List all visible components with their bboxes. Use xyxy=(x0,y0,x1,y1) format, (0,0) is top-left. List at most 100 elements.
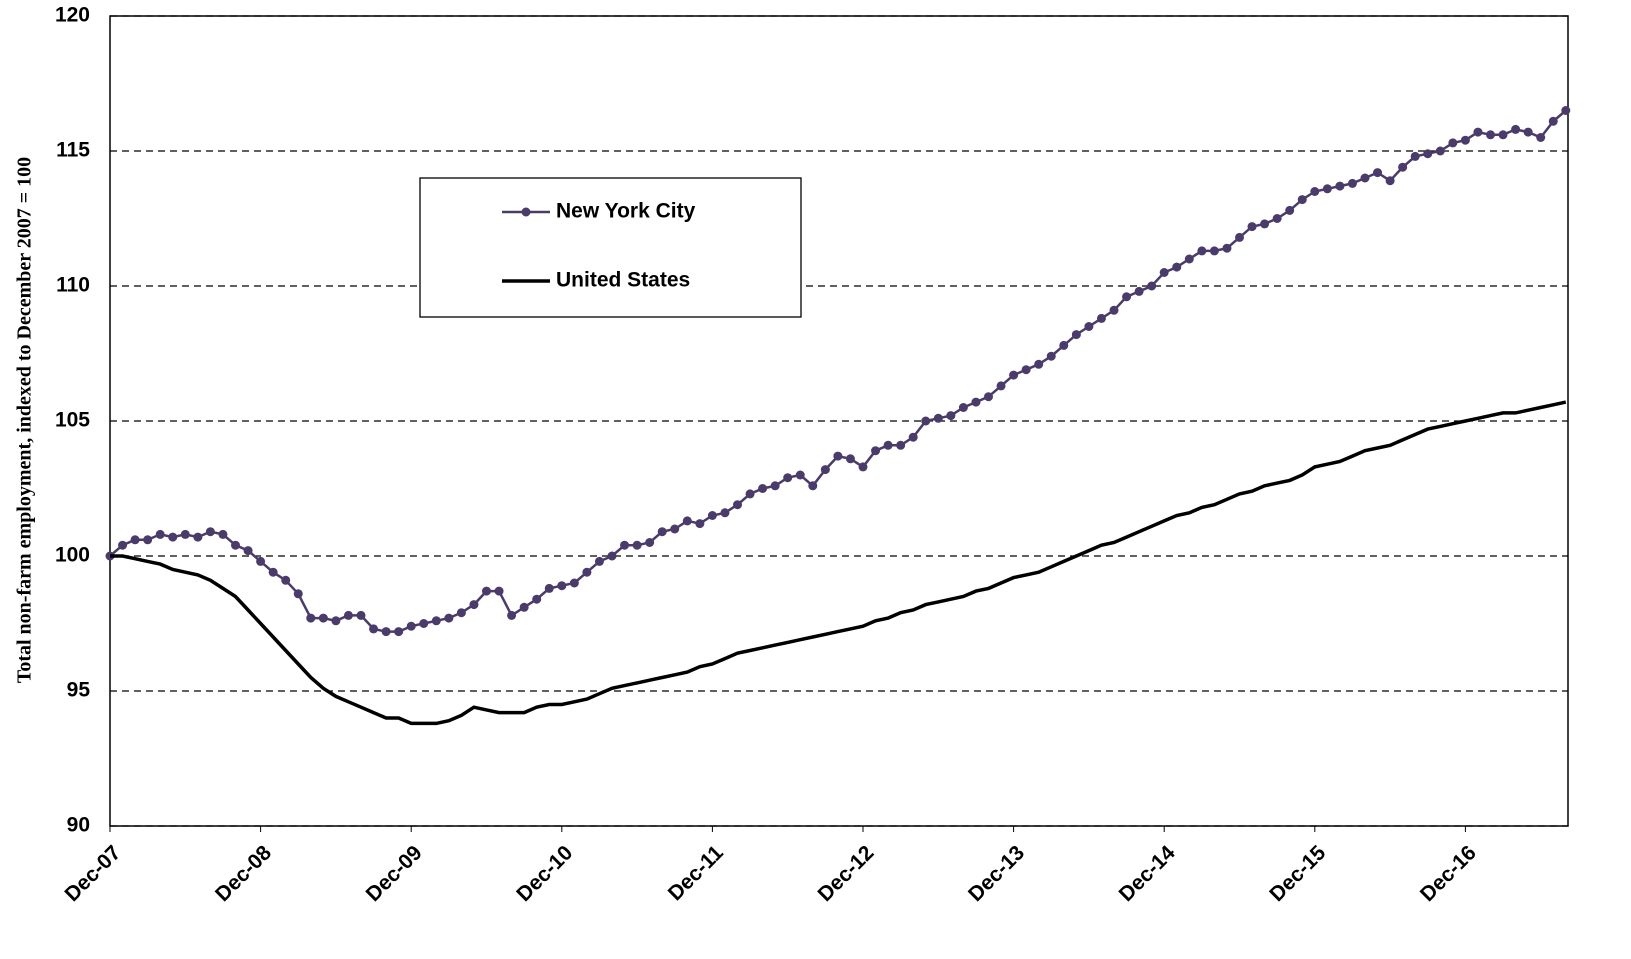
legend-marker xyxy=(521,207,531,217)
data-point xyxy=(1021,365,1031,375)
y-tick-label: 105 xyxy=(55,409,90,432)
x-tick-label: Dec-09 xyxy=(362,841,427,906)
data-point xyxy=(243,546,253,556)
x-tick-label: Dec-08 xyxy=(211,841,276,906)
data-point xyxy=(1272,214,1282,223)
y-axis-title: Total non-farm employment, indexed to De… xyxy=(14,157,36,683)
data-point xyxy=(519,602,529,612)
data-point xyxy=(569,578,579,588)
data-point xyxy=(356,610,366,620)
data-point xyxy=(720,508,730,518)
y-tick-label: 100 xyxy=(55,544,90,567)
data-point xyxy=(155,529,165,539)
legend-label: United States xyxy=(556,269,690,292)
data-point xyxy=(733,500,742,510)
data-point xyxy=(544,583,554,593)
data-point xyxy=(958,403,968,412)
data-point xyxy=(1473,127,1483,137)
data-point xyxy=(1297,195,1307,205)
data-point xyxy=(532,594,542,604)
y-tick-label: 115 xyxy=(56,139,90,162)
data-point xyxy=(758,484,768,493)
data-point xyxy=(281,575,291,585)
data-point xyxy=(381,627,391,637)
data-point xyxy=(921,416,931,426)
data-point xyxy=(1548,116,1558,126)
data-point xyxy=(118,540,128,550)
data-point xyxy=(745,489,755,499)
data-point xyxy=(394,627,404,637)
data-point xyxy=(783,473,793,483)
x-tick-label: Dec-13 xyxy=(964,841,1029,906)
data-point xyxy=(670,524,680,534)
data-point xyxy=(494,586,504,596)
data-point xyxy=(908,432,918,442)
data-point xyxy=(820,465,830,475)
data-point xyxy=(594,556,604,566)
data-point xyxy=(193,532,203,542)
data-point xyxy=(306,613,316,623)
data-point xyxy=(1435,146,1445,156)
data-point xyxy=(1134,286,1144,296)
x-tick-label: Dec-12 xyxy=(813,841,878,906)
data-point xyxy=(770,481,780,491)
data-point xyxy=(707,511,717,520)
data-point xyxy=(883,440,893,450)
y-tick-label: 120 xyxy=(55,4,90,27)
data-point xyxy=(1071,330,1081,340)
y-tick-label: 110 xyxy=(56,274,90,297)
data-point xyxy=(1561,106,1571,115)
data-point xyxy=(1059,340,1069,350)
data-point xyxy=(469,600,479,610)
data-point xyxy=(632,540,642,550)
data-point xyxy=(845,454,855,464)
data-point xyxy=(1511,124,1521,134)
data-point xyxy=(1260,219,1270,229)
data-point xyxy=(218,529,228,539)
data-point xyxy=(1034,359,1044,369)
data-point xyxy=(1084,322,1094,331)
data-point xyxy=(971,397,981,407)
data-point xyxy=(331,616,341,626)
data-point xyxy=(657,527,667,537)
data-point xyxy=(143,535,153,545)
data-point xyxy=(507,610,517,620)
data-point xyxy=(795,470,805,480)
data-point xyxy=(984,392,993,402)
data-point xyxy=(1536,133,1546,142)
data-point xyxy=(1197,246,1207,256)
data-point xyxy=(1235,232,1244,242)
legend-label: New York City xyxy=(556,200,696,223)
data-point xyxy=(1209,246,1219,256)
data-point xyxy=(1448,138,1458,148)
data-point xyxy=(419,619,429,628)
data-point xyxy=(256,556,266,566)
data-point xyxy=(1373,168,1383,178)
data-point xyxy=(645,538,655,547)
data-point xyxy=(482,586,491,596)
x-tick-label: Dec-14 xyxy=(1115,841,1180,906)
data-point xyxy=(1460,135,1470,145)
data-point xyxy=(205,527,215,537)
series-line xyxy=(109,109,1567,633)
data-point xyxy=(1347,178,1357,188)
data-point xyxy=(168,532,178,542)
data-point xyxy=(833,451,843,461)
legend: New York City United States xyxy=(419,177,802,318)
data-point xyxy=(1247,222,1257,232)
data-point xyxy=(896,440,906,450)
data-point xyxy=(1335,181,1345,191)
data-point xyxy=(557,581,567,591)
x-tick-label: Dec-11 xyxy=(664,841,728,905)
data-point xyxy=(1310,187,1320,196)
data-point xyxy=(1109,305,1119,315)
data-point xyxy=(1122,292,1132,302)
data-point xyxy=(293,589,303,599)
data-point xyxy=(682,516,692,526)
x-tick-label: Dec-07 xyxy=(60,841,125,906)
data-point xyxy=(1159,268,1169,277)
data-point xyxy=(343,610,353,620)
data-point xyxy=(996,381,1006,391)
data-point xyxy=(1322,184,1332,194)
y-tick-label: 90 xyxy=(67,814,90,837)
